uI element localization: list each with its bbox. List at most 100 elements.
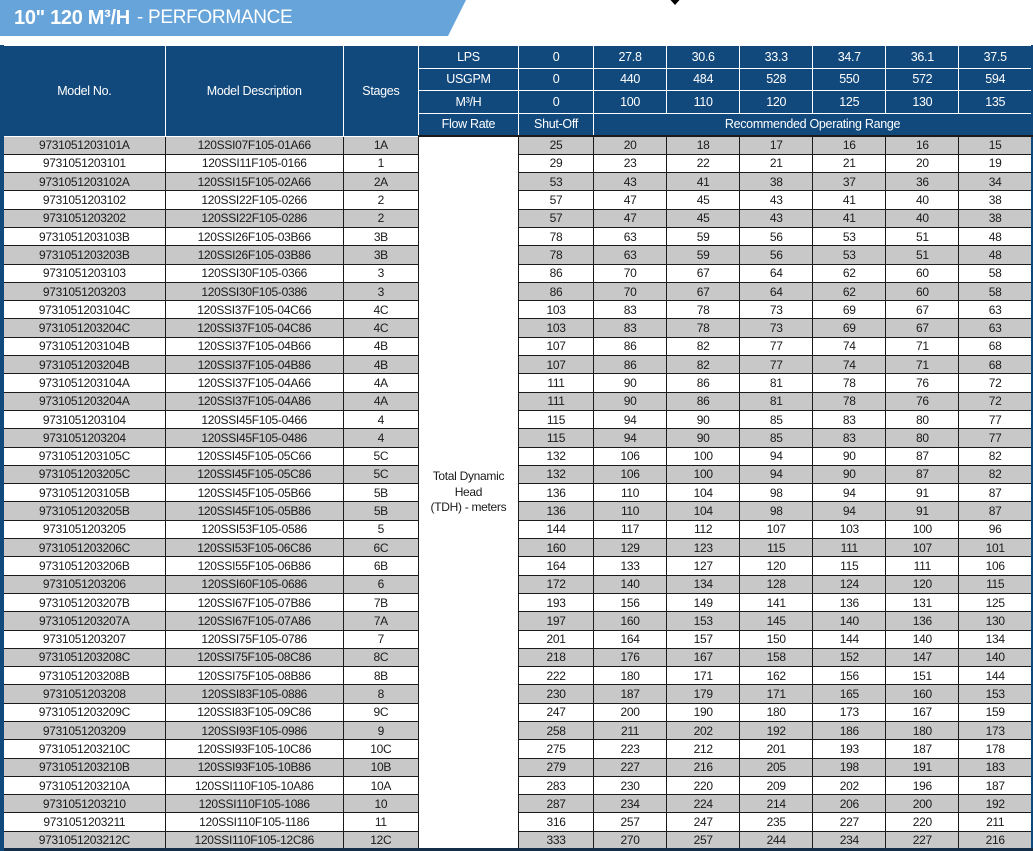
tdh-value-cell: 38	[958, 208, 1033, 228]
tdh-value-cell: 60	[885, 281, 960, 302]
tdh-value-cell: 117	[593, 519, 668, 540]
tdh-value-cell: 223	[593, 739, 668, 759]
tdh-value-cell: 153	[666, 611, 741, 631]
tdh-value-cell: 80	[885, 428, 960, 448]
arrow-down-icon	[666, 0, 684, 5]
tdh-value-cell: 156	[812, 666, 887, 686]
header-row-usgpm: USGPM 0 440 484 528 550 572 594	[2, 67, 1033, 91]
tdh-value-cell: 47	[593, 190, 668, 210]
model-no-cell: 9731051203205	[1, 519, 166, 540]
tdh-value-cell: 82	[666, 336, 741, 357]
tdh-value-cell: 77	[739, 355, 814, 375]
tdh-value-cell: 196	[885, 775, 960, 796]
table-row: 9731051203101A 120SSI07F105-01A66 1A Total …	[1, 135, 1033, 851]
model-no-cell: 9731051203207B	[1, 592, 166, 613]
stages-cell: 4C	[342, 318, 419, 338]
tdh-value-cell: 202	[812, 775, 887, 796]
tdh-value-cell: 214	[739, 794, 814, 814]
tdh-value-cell: 87	[885, 464, 960, 485]
flow-value-cell: 37.5	[958, 45, 1033, 69]
model-no-cell: 9731051203104	[1, 409, 166, 430]
flow-value-cell: 33.3	[739, 45, 814, 69]
tdh-value-cell: 158	[739, 647, 814, 668]
tdh-value-cell: 78	[812, 391, 887, 411]
table-row: 9731051203204B 120SSI37F105-04B86 4B 107 86 8…	[1, 355, 1033, 375]
table-row: 9731051203207A 120SSI67F105-07A86 7A 197 160…	[1, 611, 1033, 631]
tdh-value-cell: 173	[812, 702, 887, 723]
model-no-cell: 9731051203209C	[1, 702, 166, 723]
stages-cell: 7	[342, 629, 419, 649]
tdh-value-cell: 151	[885, 666, 960, 686]
model-description-cell: 120SSI83F105-09C86	[164, 702, 344, 723]
tdh-value-cell: 227	[593, 757, 668, 777]
table-row: 9731051203208 120SSI83F105-0886 8 230 187 179…	[1, 684, 1033, 704]
tdh-value-cell: 98	[739, 501, 814, 521]
flow-value-cell: 0	[517, 67, 595, 91]
tdh-value-cell: 244	[739, 830, 814, 851]
model-description-cell: 120SSI45F105-05C86	[164, 464, 344, 485]
tdh-value-cell: 115	[958, 574, 1033, 594]
flow-value-cell: 120	[739, 90, 814, 114]
tdh-value-cell: 160	[517, 538, 595, 558]
table-header: Model No. Model Description Stages LPS 0…	[1, 45, 1033, 137]
tdh-value-cell: 103	[517, 318, 595, 338]
stages-cell: 4	[342, 428, 419, 448]
tdh-value-cell: 78	[666, 300, 741, 320]
tdh-value-cell: 111	[812, 538, 887, 558]
tdh-value-cell: 200	[885, 794, 960, 814]
tdh-value-cell: 178	[958, 739, 1033, 759]
tdh-value-cell: 83	[812, 409, 887, 430]
tdh-value-cell: 67	[885, 318, 960, 338]
table-row: 9731051203204 120SSI45F105-0486 4 115 94 90 85…	[1, 428, 1033, 448]
tdh-value-cell: 94	[593, 409, 668, 430]
model-no-cell: 9731051203210A	[1, 775, 166, 796]
page-title-suffix: - PERFORMANCE	[136, 7, 293, 28]
model-no-cell: 9731051203102	[1, 190, 166, 210]
tdh-value-cell: 21	[812, 153, 887, 174]
table-row: 9731051203105B 120SSI45F105-05B66 5B 136 110…	[1, 483, 1033, 503]
table-body: 9731051203101A 120SSI07F105-01A66 1A Total …	[1, 135, 1033, 851]
tdh-value-cell: 77	[958, 409, 1033, 430]
tdh-value-cell: 43	[739, 190, 814, 210]
table-row: 9731051203202 120SSI22F105-0286 2 57 47 45 43 4…	[1, 208, 1033, 228]
tdh-value-cell: 160	[593, 611, 668, 631]
tdh-value-cell: 283	[517, 775, 595, 796]
tdh-value-cell: 90	[812, 446, 887, 466]
tdh-value-cell: 85	[739, 428, 814, 448]
tdh-value-cell: 90	[593, 373, 668, 393]
tdh-value-cell: 230	[517, 684, 595, 704]
model-description-cell: 120SSI26F105-03B86	[164, 245, 344, 265]
flow-value-cell: 27.8	[593, 45, 668, 69]
stages-cell: 10A	[342, 775, 419, 796]
table-row: 9731051203210C 120SSI93F105-10C86 10C 275 22…	[1, 739, 1033, 759]
tdh-value-cell: 183	[958, 757, 1033, 777]
model-description-cell: 120SSI60F105-0686	[164, 574, 344, 594]
flow-value-cell: 130	[885, 90, 960, 114]
stages-cell: 10	[342, 794, 419, 814]
model-description-cell: 120SSI75F105-08C86	[164, 647, 344, 668]
tdh-value-cell: 63	[958, 318, 1033, 338]
tdh-value-cell: 156	[593, 592, 668, 613]
tdh-value-cell: 43	[593, 172, 668, 192]
tdh-value-cell: 100	[666, 464, 741, 485]
tdh-value-cell: 140	[885, 629, 960, 649]
stages-cell: 1A	[342, 135, 419, 155]
model-no-cell: 9731051203205B	[1, 501, 166, 521]
tdh-value-cell: 83	[593, 318, 668, 338]
model-no-cell: 9731051203205C	[1, 464, 166, 485]
stages-cell: 12C	[342, 830, 419, 851]
tdh-value-cell: 78	[812, 373, 887, 393]
flow-value-cell: 135	[958, 90, 1033, 114]
tdh-value-cell: 187	[958, 775, 1033, 796]
tdh-value-cell: 205	[739, 757, 814, 777]
table-row: 9731051203208B 120SSI75F105-08B86 8B 222 180…	[1, 666, 1033, 686]
tdh-value-cell: 48	[958, 226, 1033, 247]
tdh-value-cell: 53	[517, 172, 595, 192]
table-row: 9731051203204A 120SSI37F105-04A86 4A 111 90 8…	[1, 391, 1033, 411]
tdh-value-cell: 111	[885, 556, 960, 576]
tdh-value-cell: 187	[885, 739, 960, 759]
tdh-value-cell: 25	[517, 135, 595, 155]
tdh-value-cell: 106	[958, 556, 1033, 576]
tdh-value-cell: 71	[885, 355, 960, 375]
tdh-value-cell: 140	[812, 611, 887, 631]
